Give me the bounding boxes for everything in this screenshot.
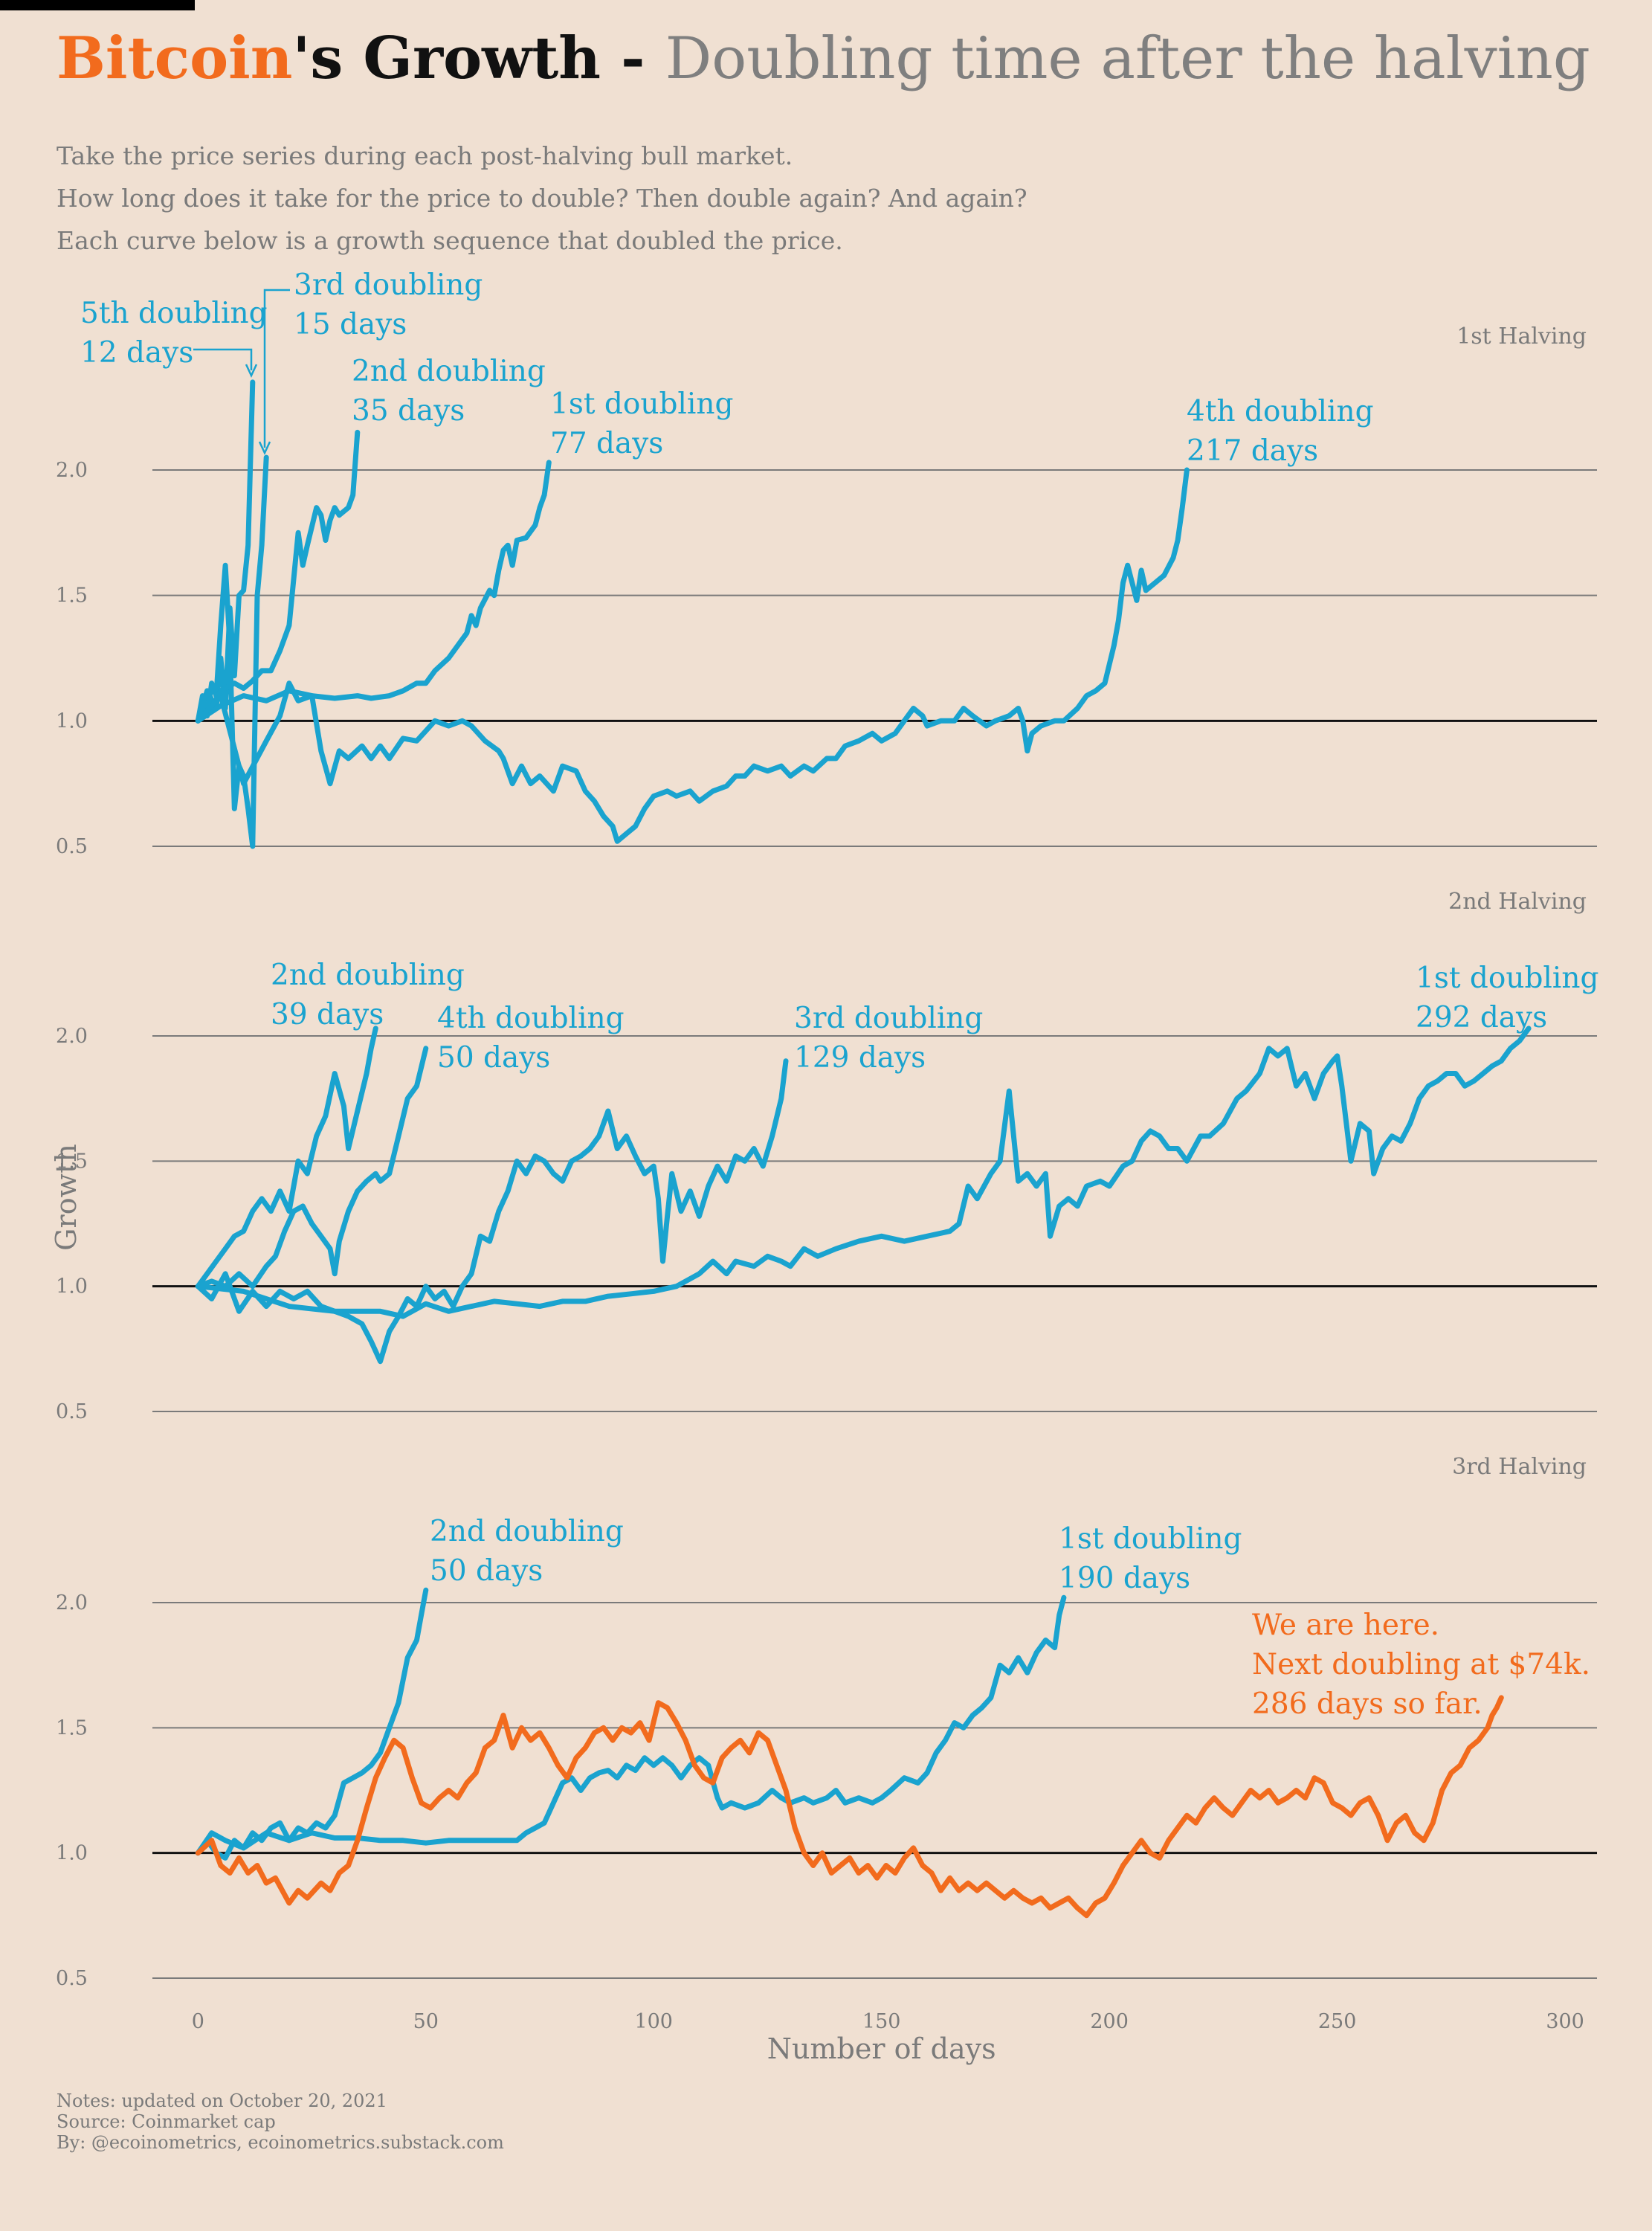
annotation-line: 50 days (437, 1041, 550, 1075)
annotation-line: We are here. (1252, 1609, 1439, 1642)
series-line-3rd-doubling (195, 1058, 789, 1365)
panel-1: 0.5 1.0 1.5 2.0 1st Halving (56, 323, 1597, 858)
y-tick-label: 1.0 (56, 1275, 88, 1298)
subtitle-line-3: Each curve below is a growth sequence th… (57, 226, 843, 255)
footer-updated-note: Notes: updated on October 20, 2021 (57, 2090, 387, 2111)
annotation: 4th doubling 217 days (1187, 395, 1374, 468)
y-tick-label: 2.0 (56, 1025, 88, 1048)
x-tick-label: 0 (192, 2010, 204, 2033)
series-line-3rd-doubling (195, 454, 269, 849)
y-tick-label: 2.0 (56, 1591, 88, 1615)
series-line-1st-doubling (195, 460, 552, 724)
annotation: We are here. Next doubling at $74k. 286 da… (1252, 1609, 1590, 1721)
series-line-2nd-doubling (195, 1587, 429, 1861)
y-tick-label: 0.5 (56, 1967, 88, 1990)
panel-label: 3rd Halving (1452, 1454, 1587, 1480)
annotation-line: 217 days (1187, 434, 1318, 468)
annotation-line: 1st doubling (1059, 1522, 1242, 1556)
annotation-line: 12 days (80, 336, 193, 370)
series-line-2nd-doubling (195, 429, 361, 724)
arrow-3rd-doubling (263, 289, 290, 448)
annotation: 4th doubling 50 days (437, 1002, 625, 1075)
y-tick-label: 1.5 (56, 585, 88, 608)
footer-byline: By: @ecoinometrics, ecoinometrics.substa… (57, 2131, 504, 2153)
arrow-5th-doubling (193, 348, 253, 370)
annotation-line: 5th doubling (80, 297, 268, 330)
y-tick-label: 1.5 (56, 1150, 88, 1173)
title-dash: - (601, 25, 665, 92)
annotation-line: 50 days (430, 1554, 543, 1588)
series-line-1st-doubling (195, 1594, 1067, 1856)
x-tick-label: 150 (862, 2010, 901, 2033)
y-tick-label: 1.0 (56, 1842, 88, 1865)
page-title: Bitcoin's Growth - Doubling time after t… (57, 24, 1590, 94)
footer-notes: Notes: updated on October 20, 2021 Sourc… (57, 2090, 504, 2153)
panel-label: 2nd Halving (1448, 889, 1587, 915)
series-line-current (195, 1695, 1504, 1919)
annotation-line: 4th doubling (1187, 395, 1374, 428)
x-tick-label: 100 (634, 2010, 673, 2033)
y-tick-label: 1.5 (56, 1716, 88, 1739)
annotation-line: 190 days (1059, 1562, 1190, 1595)
annotation-line: 3rd doubling (294, 268, 483, 302)
annotation-line: 292 days (1416, 1001, 1547, 1034)
annotation-line: 15 days (294, 308, 407, 341)
arrow-5th-doubling-head (245, 364, 258, 378)
y-tick-label: 1.0 (56, 709, 88, 733)
annotation-line: 2nd doubling (352, 355, 546, 388)
x-tick-label: 200 (1090, 2010, 1129, 2033)
annotation-line: 3rd doubling (794, 1002, 983, 1035)
annotation-line: 4th doubling (437, 1002, 625, 1035)
annotation: 1st doubling 292 days (1416, 962, 1598, 1034)
annotation: 1st doubling 190 days (1059, 1522, 1242, 1595)
series-line-4th-doubling (195, 1046, 429, 1290)
annotation-line: 39 days (271, 998, 384, 1031)
annotation: 1st doubling 77 days (550, 387, 733, 460)
series-line-1st-doubling (195, 1026, 1532, 1319)
annotation-line: 2nd doubling (271, 959, 465, 992)
panel-3: 0.5 1.0 1.5 2.0 3rd Halving (56, 1454, 1597, 1990)
x-tick-label: 50 (413, 2010, 439, 2033)
annotation: 3rd doubling 129 days (794, 1002, 983, 1075)
annotation: 3rd doubling 15 days (294, 268, 483, 341)
y-tick-label: 2.0 (56, 459, 88, 482)
series-line-4th-doubling (195, 467, 1190, 844)
annotation: 2nd doubling 35 days (352, 355, 546, 428)
annotation-line: 2nd doubling (430, 1515, 624, 1548)
y-tick-label: 0.5 (56, 1400, 88, 1423)
title-subject: Doubling time after the halving (665, 25, 1590, 92)
annotation-line: 77 days (550, 427, 663, 460)
title-growth: 's Growth (292, 25, 601, 92)
panel-2: 0.5 1.0 1.5 2.0 2nd Halving (56, 889, 1597, 1423)
x-tick-label: 300 (1546, 2010, 1584, 2033)
annotation-line: Next doubling at $74k. (1252, 1648, 1590, 1681)
annotation-line: 129 days (794, 1041, 926, 1075)
subtitle-line-1: Take the price series during each post-h… (57, 141, 793, 170)
panel-label: 1st Halving (1456, 323, 1587, 350)
title-bitcoin: Bitcoin (57, 25, 293, 92)
top-accent-bar (0, 0, 195, 10)
footer-source: Source: Coinmarket cap (57, 2111, 276, 2132)
annotation: 2nd doubling 39 days (271, 959, 465, 1031)
series-line-2nd-doubling (195, 1026, 378, 1290)
annotation: 2nd doubling 50 days (430, 1515, 624, 1588)
x-tick-label: 250 (1318, 2010, 1357, 2033)
x-axis-label: Number of days (767, 2032, 996, 2065)
series-line-5th-doubling (195, 379, 256, 724)
annotation-line: 1st doubling (550, 387, 733, 421)
annotation-line: 1st doubling (1416, 962, 1598, 995)
annotation-line: 35 days (352, 394, 465, 428)
arrow-3rd-doubling-head (258, 441, 271, 455)
y-tick-label: 0.5 (56, 835, 88, 858)
annotation-line: 286 days so far. (1252, 1687, 1482, 1721)
subtitle-line-2: How long does it take for the price to d… (57, 184, 1027, 213)
annotation: 5th doubling 12 days (80, 297, 268, 370)
y-axis-label: Growth (50, 1144, 83, 1251)
